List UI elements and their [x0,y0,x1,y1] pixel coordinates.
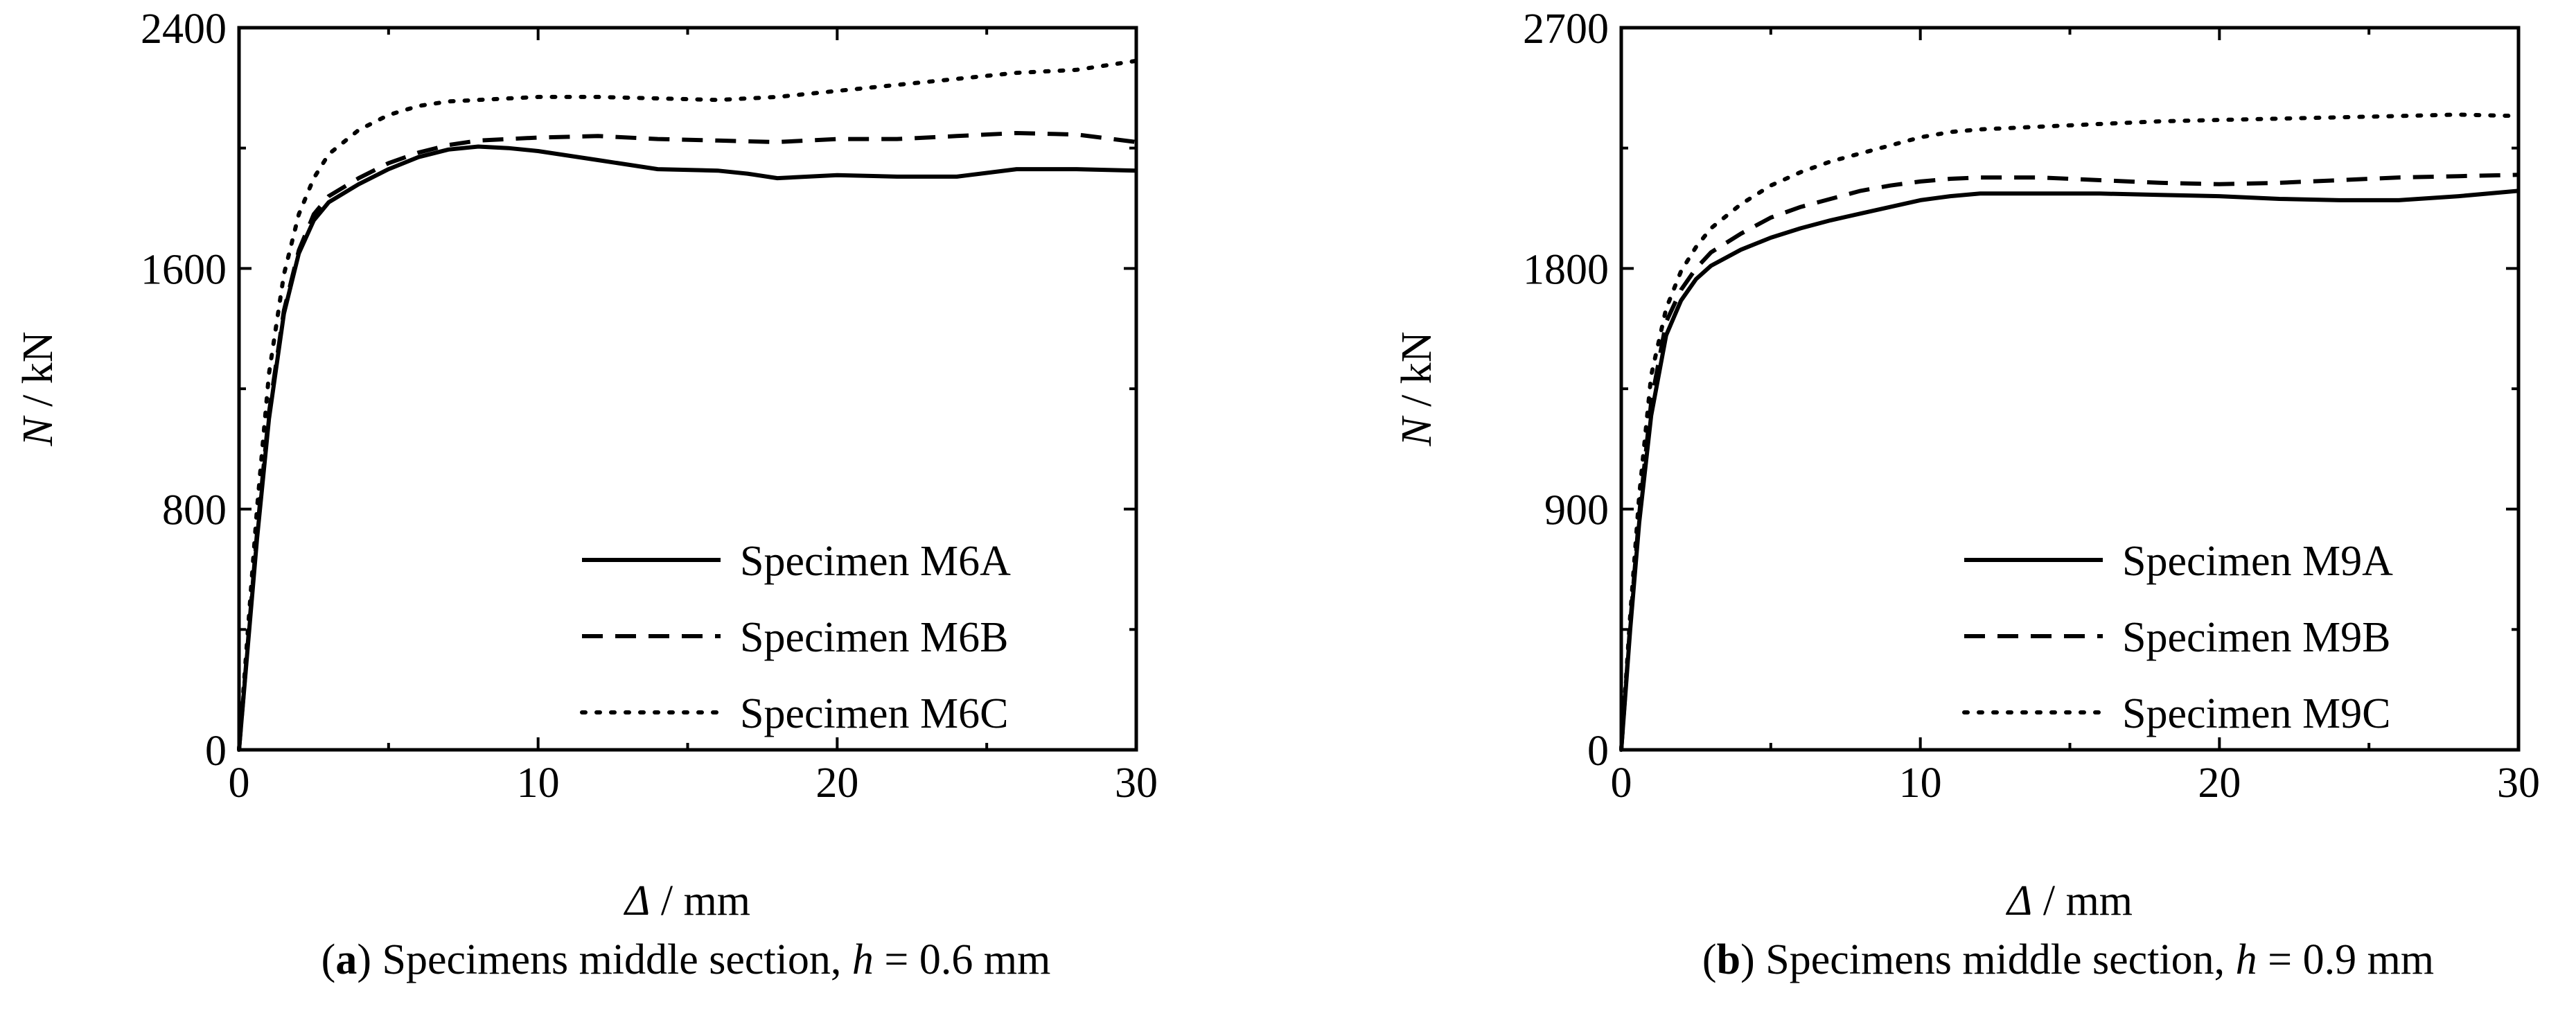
panel-caption: (a) Specimens middle section, h = 0.6 mm [321,936,1051,983]
legend-label: Specimen M9B [2122,614,2390,661]
x-axis-title: Δ / mm [623,877,750,924]
series-line-m6c [237,58,1138,752]
y-axis-title: N / kN [1393,331,1440,446]
y-axis-title-unit: / kN [1393,331,1440,417]
x-tick-label: 10 [1899,760,1942,807]
legend-label: Specimen M9A [2122,538,2393,585]
legend: Specimen M6A Specimen M6B Specimen M6C [580,538,1011,737]
x-axis-title-unit: / mm [650,877,750,924]
x-tick-label: 20 [815,760,858,807]
y-tick-label: 1800 [1523,246,1609,293]
plot-frame [1619,26,2521,752]
x-tick-label: 0 [229,760,250,807]
x-axis-title-unit: / mm [2032,877,2133,924]
caption-part: Specimens middle section, [382,936,852,983]
panel-caption: (b) Specimens middle section, h = 0.9 mm [1702,936,2434,983]
legend-label: Specimen M9C [2122,690,2390,737]
caption-part: h [852,936,874,983]
series-line-m6b [237,131,1137,751]
y-axis-title-unit: / kN [15,331,62,417]
caption-part: ( [1702,936,1717,983]
y-axis-title-variable: N [15,415,62,447]
x-tick-label: 20 [2198,760,2241,807]
y-tick-label: 1600 [141,246,227,293]
series-line-m9a [1619,188,2519,751]
caption-part: ) [1740,936,1765,983]
legend-label: Specimen M6B [740,614,1008,661]
x-axis-title-variable: Δ [2005,877,2032,924]
caption-part: = 0.6 mm [874,936,1050,983]
caption-part: ( [321,936,336,983]
series-line-m9c [1619,112,2521,752]
y-tick-label: 0 [1587,728,1609,775]
panel-letter: b [1717,936,1740,983]
x-tick-label: 30 [2497,760,2540,807]
y-tick-label: 2700 [1523,6,1609,53]
legend-label: Specimen M6C [740,690,1008,737]
x-tick-label: 30 [1115,760,1158,807]
series-line-m9b [1619,173,2519,751]
caption-part: ) [357,936,382,983]
legend: Specimen M9A Specimen M9B Specimen M9C [1962,538,2393,737]
x-tick-label: 10 [517,760,560,807]
y-tick-label: 2400 [141,6,227,53]
caption-part: h [2236,936,2257,983]
caption-part: = 0.9 mm [2257,936,2434,983]
y-tick-label: 800 [162,487,227,534]
caption-part: Specimens middle section, [1765,936,2235,983]
x-tick-label: 0 [1611,760,1632,807]
plot-frame [237,26,1138,752]
y-tick-label: 0 [205,728,227,775]
x-axis-title-variable: Δ [623,877,650,924]
x-axis-title: Δ / mm [2005,877,2133,924]
panel-letter: a [335,936,357,983]
legend-label: Specimen M6A [740,538,1011,585]
y-tick-label: 900 [1544,487,1609,534]
y-axis-title-variable: N [1393,415,1440,447]
y-axis-title: N / kN [15,331,62,446]
